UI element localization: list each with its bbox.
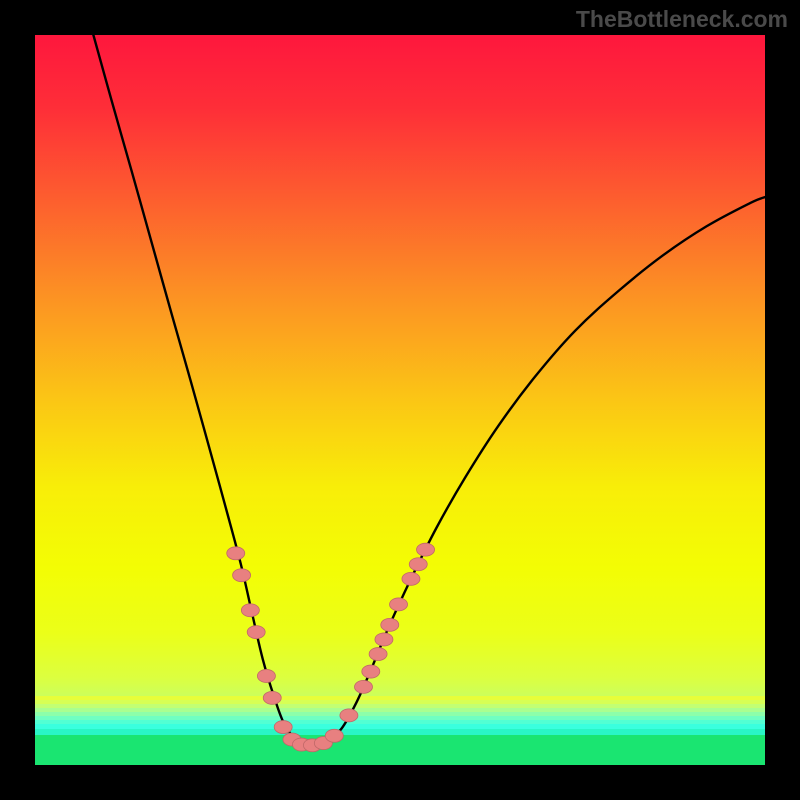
data-marker bbox=[390, 598, 408, 611]
data-marker bbox=[409, 558, 427, 571]
data-marker bbox=[233, 569, 251, 582]
data-marker bbox=[325, 729, 343, 742]
data-marker bbox=[274, 721, 292, 734]
watermark-text: TheBottleneck.com bbox=[576, 6, 788, 33]
plot-area bbox=[35, 35, 765, 765]
data-marker bbox=[263, 691, 281, 704]
data-marker bbox=[241, 604, 259, 617]
data-marker bbox=[227, 547, 245, 560]
data-marker bbox=[381, 618, 399, 631]
data-marker bbox=[417, 543, 435, 556]
curve-overlay bbox=[35, 35, 765, 765]
bottleneck-curve bbox=[93, 35, 765, 745]
data-marker bbox=[362, 665, 380, 678]
chart-root: TheBottleneck.com bbox=[0, 0, 800, 800]
data-marker bbox=[402, 572, 420, 585]
data-marker bbox=[340, 709, 358, 722]
data-marker bbox=[257, 669, 275, 682]
data-marker bbox=[355, 680, 373, 693]
data-marker bbox=[375, 633, 393, 646]
data-marker bbox=[369, 648, 387, 661]
data-marker bbox=[247, 626, 265, 639]
